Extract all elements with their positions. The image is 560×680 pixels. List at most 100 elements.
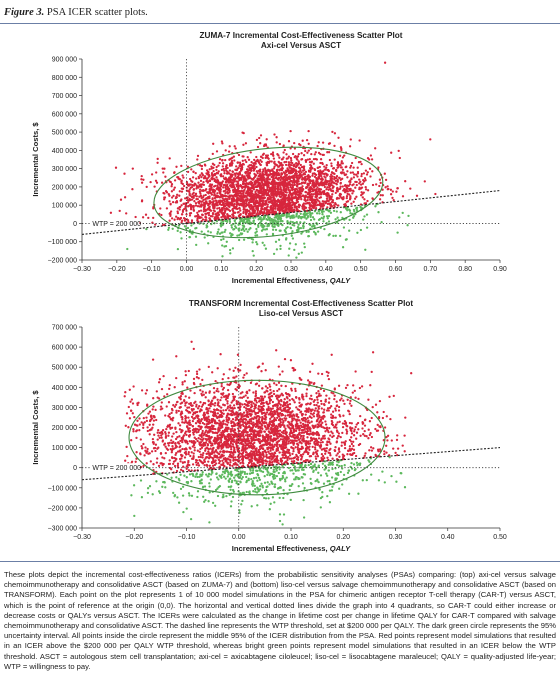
- data-point-above-wtp: [330, 405, 333, 408]
- data-point-above-wtp: [304, 413, 307, 416]
- data-point-below-wtp: [294, 469, 298, 472]
- data-point-below-wtp: [326, 208, 329, 212]
- data-point-above-wtp: [220, 216, 223, 219]
- data-point-below-wtp: [229, 485, 232, 489]
- data-point-above-wtp: [179, 199, 183, 202]
- data-point-above-wtp: [234, 147, 237, 150]
- data-point-above-wtp: [274, 199, 277, 202]
- data-point-above-wtp: [185, 213, 188, 216]
- data-point-above-wtp: [261, 156, 264, 160]
- data-point-below-wtp: [132, 484, 136, 487]
- data-point-above-wtp: [265, 188, 269, 191]
- data-point-above-wtp: [319, 169, 322, 172]
- data-point-above-wtp: [351, 171, 355, 174]
- data-point-above-wtp: [336, 452, 339, 455]
- data-point-below-wtp: [278, 513, 282, 516]
- data-point-below-wtp: [252, 490, 255, 493]
- data-point-above-wtp: [328, 202, 331, 205]
- data-point-below-wtp: [334, 218, 337, 221]
- data-point-below-wtp: [304, 213, 308, 216]
- data-point-above-wtp: [319, 193, 322, 196]
- data-point-above-wtp: [371, 183, 375, 187]
- data-point-above-wtp: [257, 213, 260, 216]
- data-point-above-wtp: [199, 188, 202, 191]
- data-point-below-wtp: [279, 479, 282, 482]
- data-point-below-wtp: [328, 233, 331, 236]
- data-point-above-wtp: [395, 190, 398, 193]
- data-point-above-wtp: [226, 192, 230, 195]
- data-point-above-wtp: [283, 148, 286, 152]
- data-point-below-wtp: [217, 478, 220, 481]
- data-point-below-wtp: [201, 486, 205, 489]
- data-point-above-wtp: [152, 216, 155, 220]
- data-point-above-wtp: [349, 180, 352, 184]
- data-point-above-wtp: [309, 198, 312, 201]
- data-point-above-wtp: [280, 195, 283, 198]
- data-point-above-wtp: [229, 437, 232, 440]
- data-point-below-wtp: [227, 479, 230, 482]
- data-point-below-wtp: [308, 210, 312, 214]
- data-point-above-wtp: [246, 168, 249, 171]
- data-point-above-wtp: [322, 191, 326, 194]
- data-point-above-wtp: [288, 175, 291, 178]
- uncertainty-ellipse: [153, 146, 384, 239]
- data-point-below-wtp: [188, 235, 192, 239]
- data-point-below-wtp: [337, 461, 340, 464]
- data-point-above-wtp: [295, 165, 298, 168]
- data-point-below-wtp: [281, 476, 285, 479]
- data-point-above-wtp: [200, 446, 204, 449]
- data-point-below-wtp: [365, 226, 369, 229]
- data-point-above-wtp: [211, 212, 215, 216]
- data-point-above-wtp: [169, 202, 172, 206]
- data-point-below-wtp: [220, 223, 224, 226]
- data-point-above-wtp: [311, 201, 314, 205]
- data-point-above-wtp: [195, 195, 198, 198]
- data-point-below-wtp: [243, 472, 247, 476]
- data-point-above-wtp: [248, 210, 251, 213]
- data-point-below-wtp: [284, 480, 287, 483]
- data-point-above-wtp: [253, 158, 256, 162]
- data-point-above-wtp: [363, 177, 367, 180]
- data-point-above-wtp: [350, 177, 353, 181]
- data-point-above-wtp: [205, 179, 208, 183]
- data-point-above-wtp: [244, 159, 247, 162]
- data-point-below-wtp: [242, 238, 246, 241]
- data-point-above-wtp: [365, 435, 368, 438]
- data-point-above-wtp: [140, 389, 144, 392]
- data-point-below-wtp: [194, 235, 198, 238]
- data-point-above-wtp: [260, 160, 263, 163]
- data-point-above-wtp: [201, 456, 204, 459]
- data-point-above-wtp: [333, 158, 336, 161]
- data-point-above-wtp: [279, 187, 282, 190]
- data-point-above-wtp: [326, 206, 329, 209]
- data-point-below-wtp: [309, 215, 312, 219]
- data-point-below-wtp: [344, 207, 348, 210]
- data-point-above-wtp: [216, 207, 219, 210]
- data-point-below-wtp: [278, 496, 281, 500]
- data-point-above-wtp: [207, 173, 211, 176]
- data-point-above-wtp: [285, 160, 288, 164]
- data-point-above-wtp: [287, 140, 291, 143]
- data-point-above-wtp: [175, 200, 179, 203]
- y-axis-label: Incremental Costs, $: [31, 122, 40, 197]
- data-point-above-wtp: [306, 151, 309, 154]
- data-point-above-wtp: [228, 164, 232, 167]
- data-point-above-wtp: [291, 152, 295, 156]
- data-point-below-wtp: [288, 488, 291, 492]
- data-point-above-wtp: [360, 186, 364, 189]
- data-point-above-wtp: [287, 170, 290, 173]
- data-point-below-wtp: [179, 231, 182, 234]
- data-point-above-wtp: [302, 188, 305, 191]
- data-point-above-wtp: [259, 134, 263, 137]
- data-point-below-wtp: [329, 461, 333, 465]
- data-point-above-wtp: [228, 196, 231, 199]
- data-point-above-wtp: [218, 206, 221, 210]
- data-point-above-wtp: [223, 169, 226, 172]
- data-point-above-wtp: [355, 195, 358, 198]
- data-point-above-wtp: [345, 195, 349, 198]
- data-point-below-wtp: [302, 498, 305, 502]
- data-point-above-wtp: [314, 195, 317, 199]
- data-point-below-wtp: [186, 226, 190, 230]
- data-point-below-wtp: [130, 494, 133, 497]
- data-point-above-wtp: [321, 184, 324, 187]
